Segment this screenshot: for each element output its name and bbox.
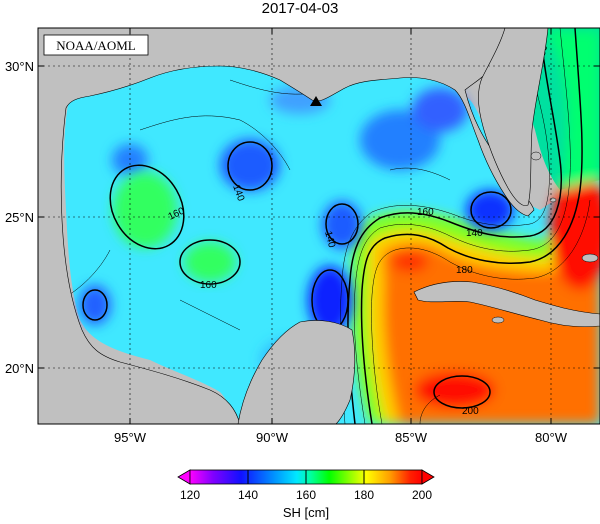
lat-tick-label: 25°N xyxy=(5,210,34,225)
source-badge xyxy=(43,34,149,56)
lat-tick-label: 20°N xyxy=(5,361,34,376)
green-highs xyxy=(113,172,236,282)
page-title: 2017-04-03 xyxy=(261,0,339,17)
lat-tick-label: 30°N xyxy=(5,59,34,74)
colorbar-ticks xyxy=(247,470,365,484)
plot-frame xyxy=(37,27,600,425)
colorbar-max-arrow xyxy=(421,469,435,485)
colorbar-title: SH [cm] xyxy=(283,505,329,520)
contour-label: 180 xyxy=(456,265,473,276)
plot-area: 160 140 160 160 140 160 140 180 200 xyxy=(38,28,600,424)
lon-tick-label: 80°W xyxy=(535,430,568,445)
colorbar: 120 140 160 180 200 SH [cm] xyxy=(177,469,435,520)
land-masses xyxy=(38,28,600,424)
colorbar-tick-label: 200 xyxy=(412,488,432,502)
lon-tick-label: 85°W xyxy=(395,430,428,445)
colorbar-tick-label: 180 xyxy=(354,488,374,502)
colorbar-tick-label: 140 xyxy=(238,488,258,502)
yucatan-peninsula xyxy=(237,320,356,424)
small-islands xyxy=(491,151,599,324)
contour-label: 140 xyxy=(466,228,483,239)
triangle-marker xyxy=(310,96,322,106)
lon-tick-label: 95°W xyxy=(114,430,147,445)
gridlines xyxy=(38,28,600,424)
contour-label: 200 xyxy=(462,406,479,417)
contour-label: 160 xyxy=(200,280,217,291)
cuba-island xyxy=(413,281,600,328)
colorbar-min-arrow xyxy=(177,469,191,485)
florida-peninsula xyxy=(478,28,549,206)
colorbar-tick-label: 160 xyxy=(296,488,316,502)
lon-tick-label: 90°W xyxy=(256,430,289,445)
colorbar-tick-label: 120 xyxy=(180,488,200,502)
contour-label: 160 xyxy=(417,207,434,218)
contour-label: 140 xyxy=(322,230,337,249)
source-badge-text: NOAA/AOML xyxy=(56,38,136,53)
axis-ticks xyxy=(38,28,600,424)
